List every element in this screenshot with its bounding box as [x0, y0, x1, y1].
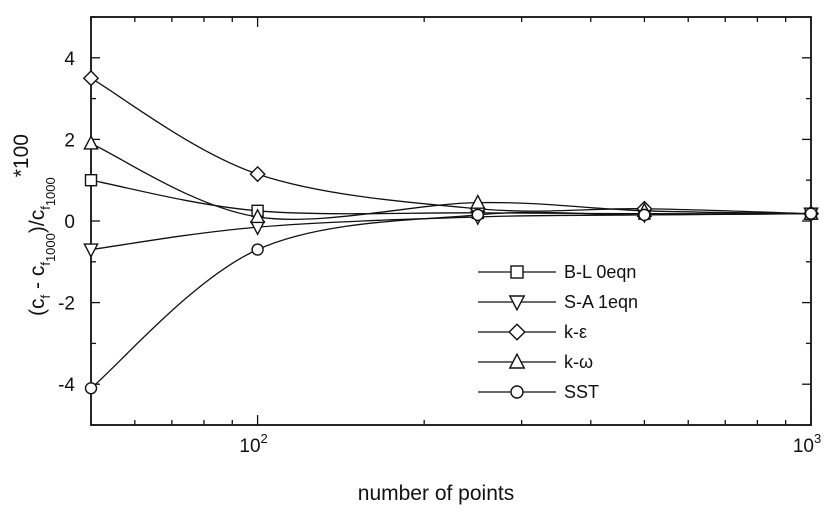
y-tick-label: -2 — [58, 294, 75, 315]
series-point — [471, 208, 485, 222]
legend-marker — [508, 323, 526, 341]
plot-frame — [90, 16, 812, 426]
legend-entry: SST — [478, 382, 599, 402]
series-3 — [83, 134, 819, 224]
legend-label: S-A 1eqn — [564, 292, 638, 312]
legend-marker — [510, 385, 524, 399]
y-axis-label: (cf - cf1000)/cf1000*100 — [10, 134, 58, 316]
legend-label: B-L 0eqn — [564, 262, 636, 282]
legend-entry: S-A 1eqn — [478, 292, 638, 312]
legend-entry: k-ε — [478, 322, 587, 342]
series-point — [84, 173, 98, 187]
legend-label: SST — [564, 382, 599, 402]
series-4 — [84, 207, 818, 395]
series-line — [90, 142, 812, 220]
y-tick-label: 4 — [64, 49, 75, 70]
series-point — [249, 165, 266, 183]
series-point — [251, 243, 264, 256]
series-line — [90, 211, 812, 389]
legend-label: k-ω — [564, 352, 593, 372]
series-line — [90, 179, 812, 215]
legend-marker — [508, 295, 526, 312]
series-point — [82, 70, 100, 87]
legend-entry: B-L 0eqn — [478, 262, 636, 282]
series-line — [90, 213, 812, 251]
x-tick-label: 102 — [239, 431, 267, 457]
series-2 — [82, 70, 820, 222]
series-point — [249, 208, 266, 224]
series-point — [638, 208, 651, 222]
y-tick-label: 2 — [64, 130, 75, 151]
legend: B-L 0eqn S-A 1eqn k-ε k-ω SST — [478, 262, 638, 402]
legend-marker — [510, 265, 524, 279]
y-tick-label: 0 — [64, 212, 75, 233]
series-line — [90, 77, 812, 215]
legend-entry: k-ω — [478, 352, 593, 372]
series-point — [84, 382, 98, 395]
x-tick-label: 103 — [793, 431, 821, 457]
legend-label: k-ε — [564, 322, 587, 342]
series-point — [470, 193, 486, 209]
series-layer — [82, 70, 820, 395]
series-point — [804, 207, 818, 220]
series-point — [83, 243, 99, 259]
series-point — [83, 134, 99, 150]
y-tick-label: -4 — [58, 375, 75, 396]
axes: 4 2 0 -2 -4 102 103 — [58, 16, 821, 457]
x-axis-label: number of points — [358, 482, 514, 505]
series-1 — [83, 207, 819, 259]
legend-marker — [508, 352, 526, 369]
